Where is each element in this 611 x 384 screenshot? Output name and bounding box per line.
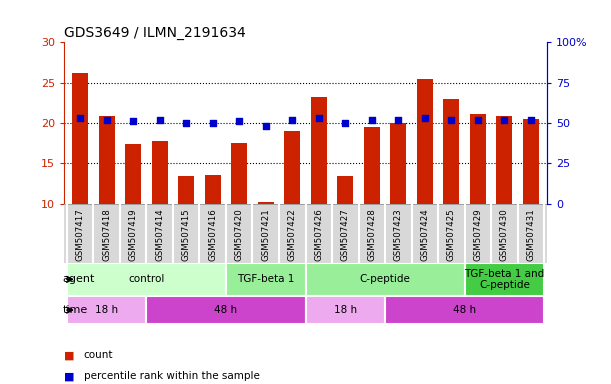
Text: GSM507431: GSM507431	[527, 208, 535, 261]
Point	[447, 117, 456, 123]
Text: GSM507423: GSM507423	[394, 208, 403, 261]
Text: GSM507416: GSM507416	[208, 208, 217, 261]
Text: 18 h: 18 h	[334, 305, 357, 315]
Text: GSM507417: GSM507417	[76, 208, 84, 261]
Text: count: count	[84, 350, 113, 360]
Point	[128, 118, 138, 124]
Point	[75, 115, 85, 121]
Bar	[284, 131, 300, 204]
Point	[340, 120, 350, 126]
Bar	[98, 116, 114, 204]
Bar	[205, 175, 221, 204]
Text: GSM507428: GSM507428	[367, 208, 376, 261]
Point	[420, 115, 430, 121]
Point	[261, 123, 271, 129]
Bar	[390, 123, 406, 204]
Point	[208, 120, 218, 126]
Text: GSM507414: GSM507414	[155, 208, 164, 261]
Bar	[152, 141, 167, 204]
Bar	[306, 263, 464, 296]
Point	[314, 115, 324, 121]
Bar	[364, 127, 380, 204]
Text: GDS3649 / ILMN_2191634: GDS3649 / ILMN_2191634	[64, 26, 246, 40]
Bar	[67, 263, 226, 296]
Bar	[258, 202, 274, 204]
Bar	[497, 116, 513, 204]
Text: GSM507418: GSM507418	[102, 208, 111, 261]
Text: GSM507426: GSM507426	[314, 208, 323, 261]
Text: GSM507425: GSM507425	[447, 208, 456, 261]
Bar	[67, 296, 147, 324]
Text: agent: agent	[63, 274, 95, 285]
Text: control: control	[128, 274, 164, 285]
Text: GSM507422: GSM507422	[288, 208, 297, 261]
Text: GSM507420: GSM507420	[235, 208, 244, 261]
Text: TGF-beta 1 and
C-peptide: TGF-beta 1 and C-peptide	[464, 268, 544, 290]
Text: ■: ■	[64, 350, 75, 360]
Bar	[385, 296, 544, 324]
Bar	[523, 119, 539, 204]
Point	[473, 117, 483, 123]
Point	[526, 117, 536, 123]
Text: time: time	[63, 305, 88, 315]
Point	[367, 117, 377, 123]
Point	[155, 117, 164, 123]
Text: GSM507415: GSM507415	[181, 208, 191, 261]
Bar	[311, 97, 327, 204]
Text: GSM507427: GSM507427	[341, 208, 349, 261]
Point	[181, 120, 191, 126]
Bar	[464, 263, 544, 296]
Bar	[470, 114, 486, 204]
Text: 48 h: 48 h	[214, 305, 238, 315]
Text: C-peptide: C-peptide	[360, 274, 411, 285]
Text: GSM507424: GSM507424	[420, 208, 430, 261]
Text: TGF-beta 1: TGF-beta 1	[237, 274, 295, 285]
Point	[500, 117, 510, 123]
Text: GSM507430: GSM507430	[500, 208, 509, 261]
Text: ■: ■	[64, 371, 75, 381]
Bar	[444, 99, 459, 204]
Text: GSM507429: GSM507429	[474, 208, 483, 261]
Bar	[306, 296, 385, 324]
Bar	[125, 144, 141, 204]
Text: GSM507421: GSM507421	[262, 208, 270, 261]
Point	[287, 117, 297, 123]
Bar	[147, 296, 306, 324]
Bar	[231, 143, 247, 204]
Point	[393, 117, 403, 123]
Point	[234, 118, 244, 124]
Text: percentile rank within the sample: percentile rank within the sample	[84, 371, 260, 381]
Bar	[417, 79, 433, 204]
Bar	[178, 176, 194, 204]
Bar	[226, 263, 306, 296]
Point	[101, 117, 111, 123]
Bar	[72, 73, 88, 204]
Bar	[337, 176, 353, 204]
Text: 18 h: 18 h	[95, 305, 118, 315]
Text: 48 h: 48 h	[453, 305, 476, 315]
Text: GSM507419: GSM507419	[128, 208, 137, 261]
